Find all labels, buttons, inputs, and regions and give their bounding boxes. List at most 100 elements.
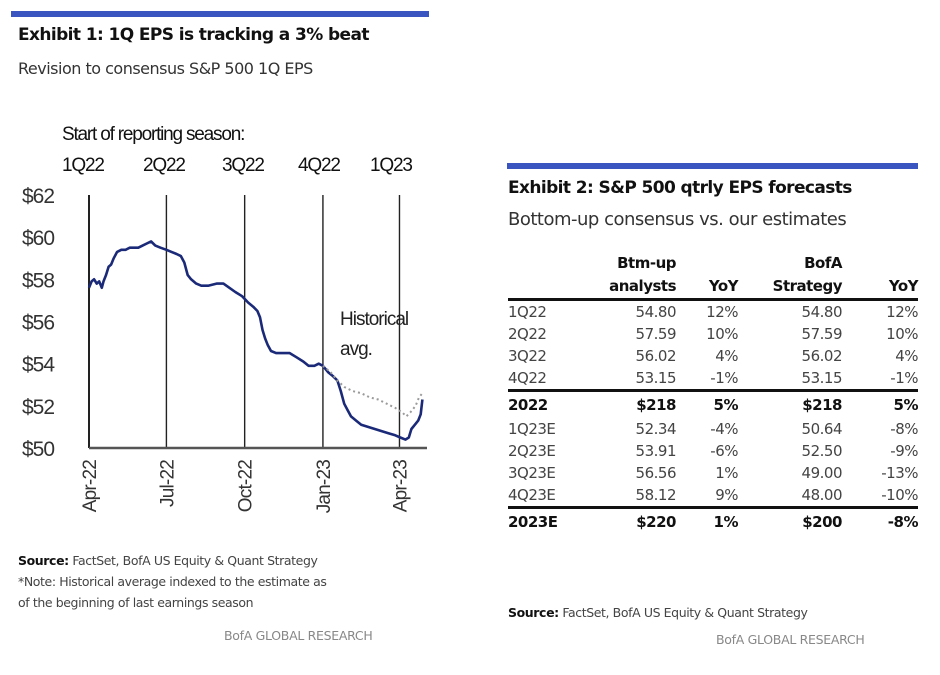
eps-revision-chart: Start of reporting season: 1Q22 2Q22 3Q22 4Q… [22, 124, 427, 514]
season-start-lines [88, 195, 401, 448]
cell-btm: $220 [636, 513, 676, 531]
cell-btm: $218 [636, 396, 676, 414]
cell-btm: 52.34 [635, 420, 677, 438]
table-row: 2Q23E 53.91 -6% 52.50 -9% [508, 440, 919, 462]
cell-bofa-yoy: -1% [890, 369, 918, 387]
cell-period: 3Q23E [508, 464, 556, 482]
table-row: 1Q23E 52.34 -4% 50.64 -8% [508, 418, 919, 440]
cell-period: 4Q23E [508, 486, 556, 504]
cell-bofa-yoy: -9% [890, 442, 918, 460]
cell-period: 1Q23E [508, 420, 556, 438]
y-tick-label: $60 [22, 227, 54, 250]
season-label: 1Q23 [370, 155, 412, 176]
cell-period: 2Q22 [508, 325, 547, 343]
note-line-2: of the beginning of last earnings season [18, 595, 254, 610]
cell-period: 2Q23E [508, 442, 556, 460]
y-tick-label: $54 [22, 354, 55, 377]
cell-btm: 56.56 [635, 464, 677, 482]
table-row: 2Q22 57.59 10% 57.59 10% [508, 323, 919, 345]
header-period [508, 252, 578, 300]
season-label: 3Q22 [222, 155, 264, 176]
y-tick-label: $62 [22, 185, 54, 208]
source-label: Source: [18, 553, 69, 568]
season-label: 2Q22 [143, 155, 185, 176]
exhibit2-title: Exhibit 2: S&P 500 qtrly EPS forecasts [508, 178, 852, 198]
exhibit1-subtitle: Revision to consensus S&P 500 1Q EPS [18, 59, 313, 78]
cell-period: 2022 [508, 396, 548, 414]
header-bofa-yoy: YoY [888, 277, 919, 295]
x-axis: Apr-22 Jul-22 Oct-22 Jan-23 Apr-23 [80, 446, 427, 514]
header-btm-up: Btm-up analysts [609, 254, 676, 295]
cell-period: 3Q22 [508, 347, 547, 365]
x-tick-label: Oct-22 [236, 460, 257, 512]
consensus-eps-line [87, 240, 424, 441]
historical-avg-line [322, 365, 424, 418]
y-tick-label: $52 [22, 396, 54, 419]
cell-bofa: 56.02 [801, 347, 843, 365]
table-total-row: 2022 $218 5% $218 5% [508, 391, 919, 419]
cell-btm: 53.15 [635, 369, 677, 387]
exhibit2-accent-bar [507, 163, 918, 169]
cell-bofa-yoy: -8% [887, 513, 919, 531]
series-layer [87, 240, 424, 441]
cell-bofa-yoy: 12% [886, 303, 918, 321]
cell-period: 1Q22 [508, 303, 547, 321]
cell-bofa: 48.00 [801, 486, 843, 504]
eps-forecast-table: Btm-up analysts YoY BofA Strategy YoY 1Q22… [508, 252, 919, 535]
table-row: 4Q23E 58.12 9% 48.00 -10% [508, 484, 919, 508]
historical-avg-label-line2: avg. [340, 339, 372, 360]
y-tick-label: $50 [22, 438, 54, 461]
y-tick-label: $58 [22, 269, 54, 292]
cell-bofa-yoy: 5% [893, 396, 919, 414]
table-row: 3Q23E 56.56 1% 49.00 -13% [508, 462, 919, 484]
source-text: FactSet, BofA US Equity & Quant Strategy [558, 605, 808, 620]
cell-btm-yoy: 10% [706, 325, 738, 343]
cell-btm: 57.59 [635, 325, 677, 343]
table-header-row: Btm-up analysts YoY BofA Strategy YoY [508, 252, 919, 300]
cell-btm: 54.80 [635, 303, 677, 321]
cell-bofa: 50.64 [801, 420, 843, 438]
header-btm-yoy: YoY [708, 277, 739, 295]
table-row: 3Q22 56.02 4% 56.02 4% [508, 345, 919, 367]
exhibit1-brand: BofA GLOBAL RESEARCH [224, 628, 373, 643]
cell-btm-yoy: 1% [715, 464, 738, 482]
x-tick-label: Jan-23 [314, 460, 335, 514]
y-tick-label: $56 [22, 312, 54, 335]
cell-bofa: $218 [802, 396, 842, 414]
cell-bofa-yoy: -13% [881, 464, 918, 482]
cell-btm-yoy: -1% [710, 369, 738, 387]
cell-bofa: 54.80 [801, 303, 843, 321]
x-tick-label: Apr-23 [390, 460, 411, 512]
cell-bofa-yoy: 4% [895, 347, 918, 365]
cell-period: 4Q22 [508, 369, 547, 387]
cell-bofa: 53.15 [801, 369, 843, 387]
cell-btm-yoy: -6% [710, 442, 738, 460]
season-label: 1Q22 [62, 155, 104, 176]
season-caption: Start of reporting season: [62, 124, 244, 145]
cell-period: 2023E [508, 513, 558, 531]
cell-bofa: 49.00 [801, 464, 843, 482]
cell-btm-yoy: -4% [710, 420, 738, 438]
historical-avg-label: Historical [340, 309, 408, 330]
header-bofa: BofA Strategy [772, 254, 843, 295]
cell-bofa: 57.59 [801, 325, 843, 343]
cell-bofa-yoy: -8% [890, 420, 918, 438]
cell-btm-yoy: 5% [713, 396, 739, 414]
cell-bofa-yoy: -10% [881, 486, 918, 504]
cell-bofa: 52.50 [801, 442, 843, 460]
season-label: 4Q22 [298, 155, 340, 176]
cell-btm-yoy: 12% [706, 303, 738, 321]
x-tick-label: Apr-22 [80, 460, 101, 512]
cell-btm-yoy: 4% [715, 347, 738, 365]
cell-btm-yoy: 1% [713, 513, 739, 531]
cell-btm: 53.91 [635, 442, 677, 460]
y-axis: $50 $52 $54 $56 $58 $60 $62 [22, 185, 56, 461]
exhibit2-brand: BofA GLOBAL RESEARCH [716, 632, 865, 647]
exhibit1-title: Exhibit 1: 1Q EPS is tracking a 3% beat [18, 25, 369, 45]
exhibit2-source: Source: FactSet, BofA US Equity & Quant … [508, 602, 808, 623]
table-row: 4Q22 53.15 -1% 53.15 -1% [508, 367, 919, 391]
table-row: 1Q22 54.80 12% 54.80 12% [508, 300, 919, 324]
source-label: Source: [508, 605, 559, 620]
cell-btm: 56.02 [635, 347, 677, 365]
cell-btm: 58.12 [635, 486, 677, 504]
